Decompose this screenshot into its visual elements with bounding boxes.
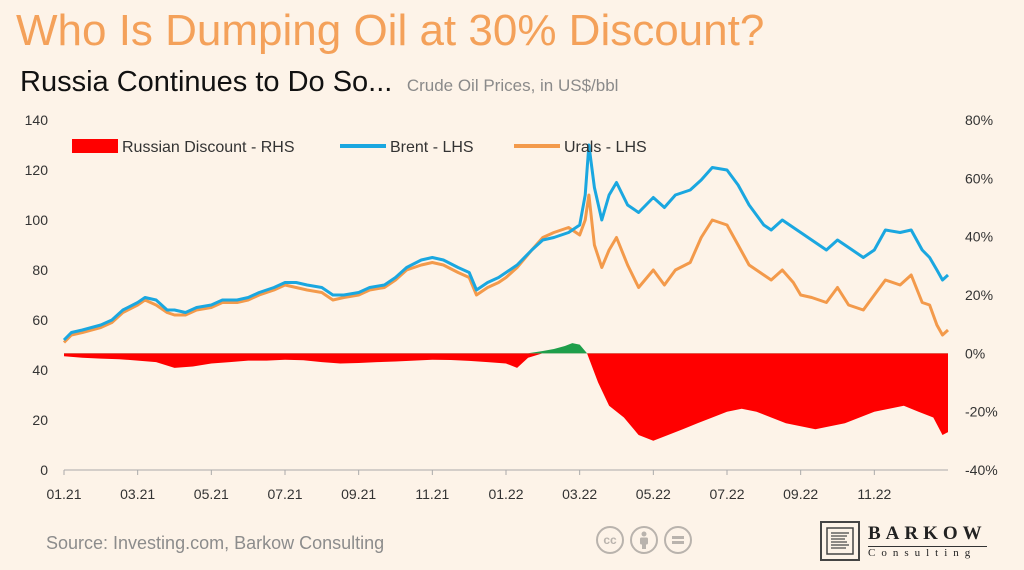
legend-label-brent: Brent - LHS [390, 139, 474, 156]
y-right-tick-label: 80% [965, 112, 993, 128]
y-left-tick-label: 140 [25, 112, 49, 128]
y-left-tick-label: 60 [32, 312, 48, 328]
y-right-tick-label: -40% [965, 462, 998, 478]
y-left-tick-label: 80 [32, 262, 48, 278]
logo-mark-icon [820, 521, 860, 561]
series-discount-negative-area [64, 353, 948, 441]
page-title: Who Is Dumping Oil at 30% Discount? [16, 6, 765, 55]
y-left-tick-label: 0 [40, 462, 48, 478]
chart-subtitle: Russia Continues to Do So... [20, 66, 393, 98]
x-tick-label: 11.21 [415, 486, 449, 502]
logo-sub: Consulting [868, 546, 987, 559]
y-right-tick-label: 60% [965, 170, 993, 186]
logo-name: BARKOW [868, 523, 987, 544]
y-right-tick-label: 20% [965, 287, 993, 303]
by-icon [630, 526, 658, 554]
y-left-tick-label: 120 [25, 162, 49, 178]
source-note: Source: Investing.com, Barkow Consulting [46, 533, 385, 553]
x-tick-label: 03.21 [120, 486, 155, 502]
legend-label-urals: Urals - LHS [564, 139, 647, 156]
x-tick-label: 11.22 [857, 486, 891, 502]
series-brent-line [62, 143, 950, 342]
x-tick-label: 09.22 [783, 486, 818, 502]
y-left-tick-label: 20 [32, 412, 48, 428]
x-tick-label: 01.22 [488, 486, 523, 502]
y-left-tick-label: 40 [32, 362, 48, 378]
cc-icon: cc [596, 526, 624, 554]
series-discount-positive-area [64, 343, 948, 354]
legend-swatch-discount [72, 139, 118, 153]
x-tick-label: 05.21 [194, 486, 229, 502]
y-right-tick-label: -20% [965, 404, 998, 420]
x-tick-label: 07.22 [709, 486, 744, 502]
x-tick-label: 03.22 [562, 486, 597, 502]
nd-icon [664, 526, 692, 554]
barkow-logo: BARKOW Consulting [820, 521, 987, 561]
license-badges: cc [596, 526, 692, 554]
y-right-tick-label: 0% [965, 345, 985, 361]
chart-note: Crude Oil Prices, in US$/bbl [406, 76, 619, 95]
legend-label-discount: Russian Discount - RHS [122, 139, 295, 156]
x-tick-label: 07.21 [267, 486, 302, 502]
x-tick-label: 01.21 [46, 486, 81, 502]
x-tick-label: 09.21 [341, 486, 376, 502]
x-tick-label: 05.22 [636, 486, 671, 502]
y-left-tick-label: 100 [25, 212, 49, 228]
series-urals-line [62, 193, 950, 344]
subtitle-block: Russia Continues to Do So... Crude Oil P… [20, 66, 618, 99]
y-right-tick-label: 40% [965, 229, 993, 245]
